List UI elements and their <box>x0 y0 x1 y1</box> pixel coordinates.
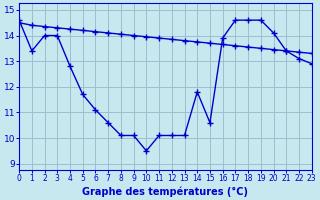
X-axis label: Graphe des températures (°C): Graphe des températures (°C) <box>83 186 248 197</box>
